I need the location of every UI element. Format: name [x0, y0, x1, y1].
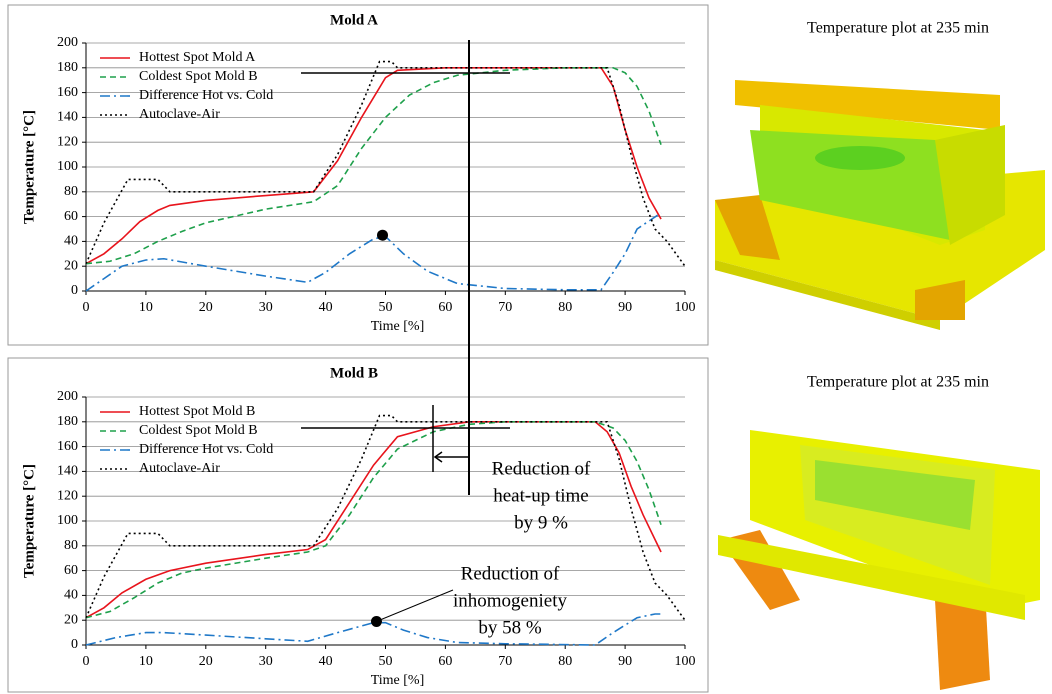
x-tick-label: 80 [558, 300, 572, 315]
y-tick-label: 60 [64, 209, 78, 224]
chart-title: Mold A [330, 12, 378, 28]
y-tick-label: 160 [57, 439, 78, 454]
x-tick-label: 90 [618, 654, 632, 669]
y-tick-label: 40 [64, 234, 78, 249]
x-tick-label: 10 [139, 654, 153, 669]
x-tick-label: 30 [259, 300, 273, 315]
legend-label: Coldest Spot Mold B [139, 423, 258, 438]
temperature-plot-image [718, 430, 1040, 690]
annotation-text: heat-up time [493, 485, 589, 506]
hotspot [815, 146, 905, 170]
x-tick-label: 0 [83, 300, 90, 315]
y-tick-label: 0 [71, 283, 78, 298]
x-tick-label: 90 [618, 300, 632, 315]
y-tick-label: 80 [64, 538, 78, 553]
x-tick-label: 70 [498, 300, 512, 315]
x-axis-label: Time [%] [371, 673, 425, 688]
x-tick-label: 100 [675, 654, 696, 669]
y-tick-label: 180 [57, 414, 78, 429]
y-tick-label: 80 [64, 184, 78, 199]
x-tick-label: 70 [498, 654, 512, 669]
chart-title: Mold B [330, 365, 378, 381]
x-tick-label: 40 [319, 300, 333, 315]
highlight-point [371, 616, 382, 627]
y-tick-label: 140 [57, 464, 78, 479]
x-tick-label: 100 [675, 300, 696, 315]
y-tick-label: 120 [57, 488, 78, 503]
temperature-plot-image [715, 80, 1045, 330]
legend-label: Coldest Spot Mold B [139, 69, 258, 84]
annotation-text: Reduction of [461, 563, 560, 584]
page: {"chart_data": [ {"type": "line", "title… [0, 0, 1052, 694]
legend-label: Hottest Spot Mold A [139, 50, 256, 65]
x-tick-label: 0 [83, 654, 90, 669]
y-axis-label: Temperature [°C] [21, 110, 37, 224]
y-tick-label: 140 [57, 110, 78, 125]
y-axis-label: Temperature [°C] [21, 464, 37, 578]
figure: Mold A0204060801001201401601802000102030… [0, 0, 1052, 694]
y-tick-label: 180 [57, 60, 78, 75]
legend-label: Difference Hot vs. Cold [139, 442, 273, 457]
x-tick-label: 80 [558, 654, 572, 669]
annotation-text: inhomogeniety [453, 590, 567, 611]
y-tick-label: 0 [71, 637, 78, 652]
x-tick-label: 40 [319, 654, 333, 669]
y-tick-label: 200 [57, 389, 78, 404]
x-axis-label: Time [%] [371, 319, 425, 334]
y-tick-label: 20 [64, 258, 78, 273]
legend-label: Hottest Spot Mold B [139, 404, 255, 419]
highlight-point [377, 230, 388, 241]
image-caption: Temperature plot at 235 min [807, 374, 989, 391]
y-tick-label: 40 [64, 588, 78, 603]
x-tick-label: 60 [438, 300, 452, 315]
y-tick-label: 20 [64, 612, 78, 627]
y-tick-label: 60 [64, 563, 78, 578]
annotation-text: Reduction of [492, 458, 591, 479]
annotation-text: by 9 % [514, 512, 568, 533]
x-tick-label: 20 [199, 654, 213, 669]
image-caption: Temperature plot at 235 min [807, 20, 989, 37]
x-tick-label: 60 [438, 654, 452, 669]
y-tick-label: 200 [57, 35, 78, 50]
y-tick-label: 160 [57, 85, 78, 100]
chart-frame [8, 358, 708, 692]
y-tick-label: 100 [57, 513, 78, 528]
x-tick-label: 50 [379, 300, 393, 315]
y-tick-label: 100 [57, 159, 78, 174]
legend-label: Autoclave-Air [139, 107, 220, 122]
chart-frame [8, 5, 708, 345]
x-tick-label: 30 [259, 654, 273, 669]
x-tick-label: 20 [199, 300, 213, 315]
legend-label: Difference Hot vs. Cold [139, 88, 273, 103]
y-tick-label: 120 [57, 134, 78, 149]
annotation-text: by 58 % [478, 617, 542, 638]
x-tick-label: 10 [139, 300, 153, 315]
legend-label: Autoclave-Air [139, 461, 220, 476]
x-tick-label: 50 [379, 654, 393, 669]
